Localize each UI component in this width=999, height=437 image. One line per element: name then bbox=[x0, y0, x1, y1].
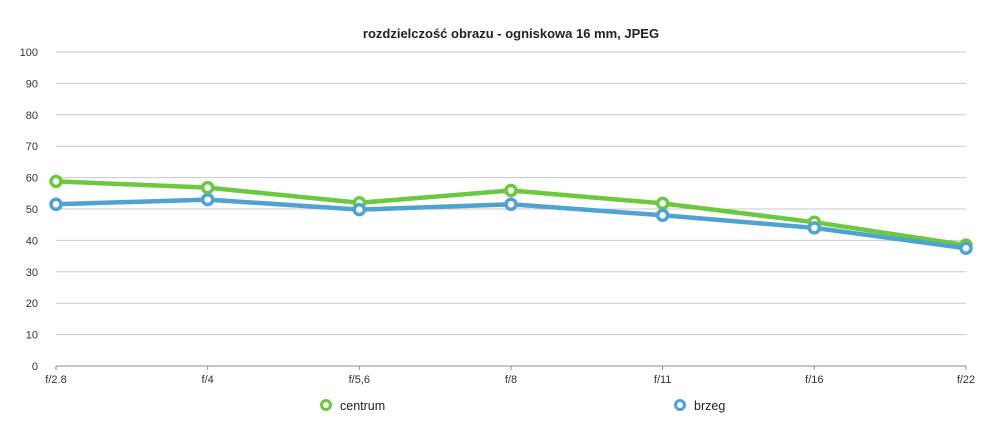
legend-marker-brzeg bbox=[674, 399, 686, 411]
x-tick-label: f/5,6 bbox=[349, 374, 370, 386]
y-tick-label: 30 bbox=[26, 267, 38, 279]
x-tick-label: f/4 bbox=[202, 374, 214, 386]
chart-title: rozdzielczość obrazu - ogniskowa 16 mm, … bbox=[363, 26, 659, 41]
data-point-centrum bbox=[504, 183, 518, 198]
data-point-brzeg bbox=[200, 192, 215, 207]
x-tick-label: f/16 bbox=[805, 374, 823, 386]
y-tick-label: 20 bbox=[26, 298, 38, 310]
y-tick-label: 90 bbox=[26, 78, 38, 90]
data-point-centrum bbox=[49, 174, 63, 189]
y-tick-label: 10 bbox=[26, 330, 38, 342]
legend-marker-centrum bbox=[320, 399, 332, 411]
series-lines bbox=[49, 174, 973, 255]
data-point-brzeg bbox=[807, 221, 822, 235]
y-tick-label: 40 bbox=[26, 235, 38, 247]
x-tick-label: f/11 bbox=[654, 374, 672, 386]
x-axis-tick-labels: f/2.8 f/4 f/5,6 f/8 f/11 f/16 f/22 bbox=[45, 366, 975, 386]
y-tick-label: 100 bbox=[20, 47, 38, 59]
data-point-brzeg bbox=[959, 241, 973, 255]
legend: centrum brzeg bbox=[320, 399, 725, 413]
y-tick-label: 0 bbox=[32, 361, 38, 373]
data-point-centrum bbox=[200, 180, 215, 195]
y-tick-label: 50 bbox=[26, 204, 38, 216]
data-point-centrum bbox=[655, 196, 670, 211]
y-tick-label: 70 bbox=[26, 141, 38, 153]
legend-item-brzeg: brzeg bbox=[674, 399, 725, 413]
x-tick-label: f/22 bbox=[957, 374, 975, 386]
y-axis-tick-labels: 0 10 20 30 40 50 60 70 80 90 100 bbox=[20, 47, 38, 373]
data-point-brzeg bbox=[352, 202, 367, 217]
y-tick-label: 80 bbox=[26, 110, 38, 122]
legend-item-centrum: centrum bbox=[320, 399, 385, 413]
series-brzeg bbox=[49, 192, 973, 255]
data-point-brzeg bbox=[504, 197, 518, 212]
series-centrum bbox=[49, 174, 973, 252]
legend-label: brzeg bbox=[694, 399, 725, 413]
data-point-brzeg bbox=[49, 197, 63, 212]
x-tick-label: f/8 bbox=[505, 374, 517, 386]
x-tick-label: f/2.8 bbox=[45, 374, 66, 386]
data-point-brzeg bbox=[655, 208, 670, 223]
legend-label: centrum bbox=[340, 399, 385, 413]
y-tick-label: 60 bbox=[26, 173, 38, 185]
